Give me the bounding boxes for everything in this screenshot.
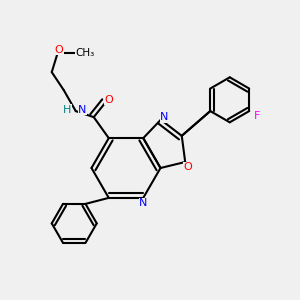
Text: O: O	[55, 45, 64, 55]
Text: H: H	[63, 105, 71, 115]
Text: O: O	[104, 95, 113, 105]
Text: N: N	[139, 198, 147, 208]
Text: N: N	[78, 105, 86, 115]
Text: F: F	[254, 111, 260, 121]
Text: O: O	[183, 162, 192, 172]
Text: N: N	[160, 112, 169, 122]
Text: CH₃: CH₃	[75, 48, 94, 58]
